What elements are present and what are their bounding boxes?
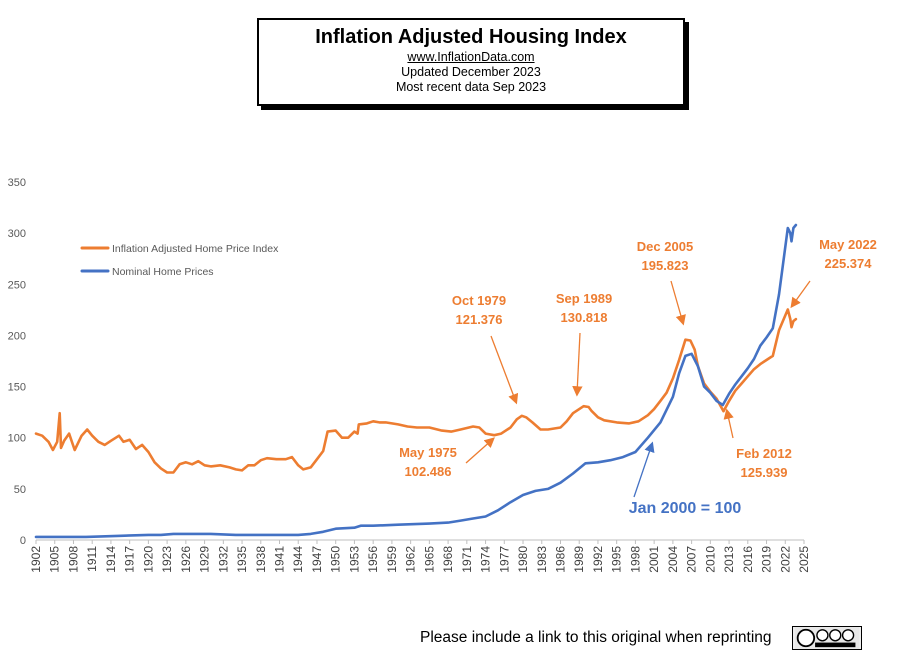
reprint-note: Please include a link to this original w…	[420, 629, 772, 646]
x-tick-label: 1932	[216, 546, 230, 573]
annotation-label: 121.376	[456, 312, 503, 327]
annotation-arrow	[670, 280, 686, 326]
x-tick-label: 2019	[760, 546, 774, 573]
x-tick-label: 1926	[179, 546, 193, 573]
x-tick-label: 1962	[404, 546, 418, 573]
annotation-arrow	[633, 441, 655, 498]
annotation-label: Oct 1979	[452, 293, 506, 308]
x-tick-label: 1947	[310, 546, 324, 573]
annotation-arrow	[572, 332, 583, 397]
chart-title: Inflation Adjusted Housing Index	[315, 26, 627, 48]
x-tick-label: 2013	[722, 546, 736, 573]
annotation-arrow	[490, 335, 519, 405]
x-tick-label: 1911	[85, 546, 99, 572]
x-tick-label: 1965	[422, 546, 436, 573]
recent-data-text: Most recent data Sep 2023	[395, 80, 547, 94]
x-tick-label: 1980	[516, 546, 530, 573]
x-tick-label: 2025	[797, 546, 811, 573]
x-tick-label: 1959	[385, 546, 399, 573]
x-tick-label: 1953	[347, 546, 361, 573]
cc-by-nc-nd-icon[interactable]	[792, 626, 862, 650]
x-tick-label: 2004	[666, 546, 680, 573]
annotation-label: May 1975	[399, 445, 457, 460]
x-tick-label: 1977	[497, 546, 511, 573]
x-tick-label: 1935	[235, 546, 249, 573]
x-tick-label: 1998	[628, 546, 642, 573]
title-box: Inflation Adjusted Housing Index www.Inf…	[257, 18, 685, 106]
x-tick-label: 2001	[647, 546, 661, 573]
series-line-adjusted	[34, 308, 798, 474]
x-tick-label: 1986	[553, 546, 567, 573]
x-tick-label: 2016	[741, 546, 755, 573]
x-tick-label: 1920	[141, 546, 155, 573]
annotation-label: 102.486	[405, 464, 452, 479]
x-tick-label: 2007	[685, 546, 699, 573]
y-tick-label: 350	[8, 177, 26, 189]
x-tick-label: 1938	[254, 546, 268, 573]
y-tick-label: 200	[8, 330, 26, 342]
x-tick-label: 2022	[778, 546, 792, 573]
annotation-label: Dec 2005	[637, 239, 693, 254]
x-tick-label: 1983	[535, 546, 549, 573]
annotation-label: 225.374	[825, 256, 873, 271]
x-tick-label: 1914	[104, 546, 118, 573]
y-tick-label: 150	[8, 382, 26, 394]
annotation-label: Feb 2012	[736, 446, 792, 461]
annotation-label: Jan 2000 = 100	[629, 500, 742, 517]
annotation-label: Sep 1989	[556, 291, 612, 306]
legend-label: Inflation Adjusted Home Price Index	[112, 243, 279, 255]
x-tick-label: 1929	[198, 546, 212, 573]
annotation-label: 130.818	[561, 310, 608, 325]
annotation-arrow	[790, 280, 811, 309]
annotation-label: May 2022	[819, 237, 877, 252]
x-tick-label: 2010	[703, 546, 717, 573]
x-tick-label: 1923	[160, 546, 174, 573]
y-tick-label: 0	[20, 535, 26, 547]
x-tick-label: 1992	[591, 546, 605, 573]
y-tick-label: 300	[8, 228, 26, 240]
x-tick-label: 1989	[572, 546, 586, 573]
x-tick-label: 1956	[366, 546, 380, 573]
x-tick-label: 1944	[291, 546, 305, 573]
updated-text: Updated December 2023	[401, 65, 541, 79]
x-tick-label: 1941	[273, 546, 287, 573]
series-line-nominal	[34, 223, 798, 539]
x-tick-label: 1968	[441, 546, 455, 573]
x-tick-label: 1974	[479, 546, 493, 573]
x-tick-label: 1995	[610, 546, 624, 573]
annotation-arrow	[465, 437, 495, 464]
x-tick-label: 1905	[48, 546, 62, 573]
y-tick-label: 50	[14, 484, 26, 496]
x-tick-label: 1908	[66, 546, 80, 573]
y-tick-label: 250	[8, 279, 26, 291]
annotation-arrow	[723, 408, 734, 439]
annotation-label: 125.939	[741, 465, 788, 480]
y-tick-label: 100	[8, 433, 26, 445]
x-tick-label: 1902	[29, 546, 43, 573]
website-link[interactable]: www.InflationData.com	[407, 50, 535, 64]
x-tick-label: 1971	[460, 546, 474, 573]
legend-label: Nominal Home Prices	[112, 266, 214, 278]
annotation-label: 195.823	[642, 258, 689, 273]
x-tick-label: 1917	[123, 546, 137, 573]
x-tick-label: 1950	[329, 546, 343, 573]
